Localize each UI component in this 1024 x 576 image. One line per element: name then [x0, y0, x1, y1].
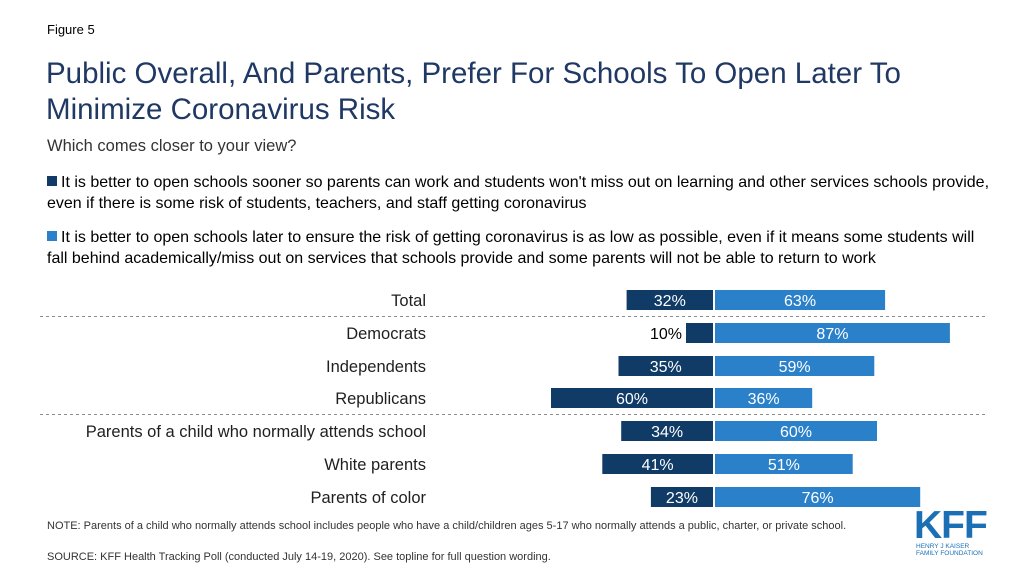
data-label-later-parents-of-color: 76%	[802, 490, 834, 507]
logo-mark: KFF	[914, 504, 988, 547]
legend-item-later: It is better to open schools later to en…	[47, 228, 997, 269]
bar-later-independents	[715, 356, 875, 376]
legend-label-sooner: It is better to open schools sooner so p…	[47, 174, 990, 212]
category-label-parents-of-color: Parents of color	[310, 489, 426, 507]
logo-line-2: FAMILY FOUNDATION	[916, 550, 983, 557]
data-label-sooner-parents-of-color: 23%	[666, 490, 698, 507]
data-label-later-independents: 59%	[779, 359, 811, 376]
legend-swatch-sooner	[47, 176, 57, 186]
logo-line-1: HENRY J KAISER	[916, 543, 970, 550]
category-label-total: Total	[391, 292, 426, 310]
chart-subtitle: Which comes closer to your view?	[47, 137, 297, 155]
bar-sooner-parents-of-a-child-who-normally-attends-school	[621, 421, 713, 441]
chart-title: Public Overall, And Parents, Prefer For …	[46, 57, 901, 126]
category-label-republicans: Republicans	[335, 390, 426, 408]
category-label-parents-of-a-child-who-normally-attends-school: Parents of a child who normally attends …	[86, 423, 426, 441]
data-label-later-parents-of-a-child-who-normally-attends-school: 60%	[780, 424, 812, 441]
kff-logo: KFF HENRY J KAISER FAMILY FOUNDATION	[914, 504, 996, 557]
data-label-sooner-total: 32%	[654, 293, 686, 310]
chart-source: SOURCE: KFF Health Tracking Poll (conduc…	[47, 551, 551, 563]
bar-later-parents-of-color	[715, 487, 921, 507]
legend-swatch-later	[47, 231, 57, 241]
data-label-later-republicans: 36%	[748, 391, 780, 408]
chart-note: NOTE: Parents of a child who normally at…	[47, 520, 847, 532]
bar-later-white-parents	[715, 454, 853, 474]
bar-sooner-total	[626, 290, 713, 310]
figure-label: Figure 5	[47, 22, 95, 37]
bar-sooner-republicans	[551, 388, 713, 408]
bar-later-republicans	[715, 388, 813, 408]
bar-later-parents-of-a-child-who-normally-attends-school	[715, 421, 877, 441]
data-label-sooner-white-parents: 41%	[642, 457, 674, 474]
category-label-white-parents: White parents	[324, 456, 426, 474]
legend-item-sooner: It is better to open schools sooner so p…	[47, 173, 997, 214]
data-label-later-total: 63%	[784, 293, 816, 310]
bar-sooner-democrats	[686, 323, 713, 343]
bar-later-total	[715, 290, 886, 310]
bar-sooner-white-parents	[602, 454, 713, 474]
legend-label-later: It is better to open schools later to en…	[47, 229, 975, 267]
category-label-independents: Independents	[326, 358, 426, 376]
data-label-sooner-republicans: 60%	[616, 391, 648, 408]
category-label-democrats: Democrats	[346, 325, 426, 343]
data-label-later-democrats: 87%	[816, 326, 848, 343]
bar-later-democrats	[715, 323, 950, 343]
data-label-later-white-parents: 51%	[768, 457, 800, 474]
data-label-sooner-independents: 35%	[650, 359, 682, 376]
bar-sooner-parents-of-color	[650, 487, 713, 507]
data-label-sooner-democrats: 10%	[650, 326, 682, 343]
bar-sooner-independents	[618, 356, 713, 376]
data-label-sooner-parents-of-a-child-who-normally-attends-school: 34%	[651, 424, 683, 441]
